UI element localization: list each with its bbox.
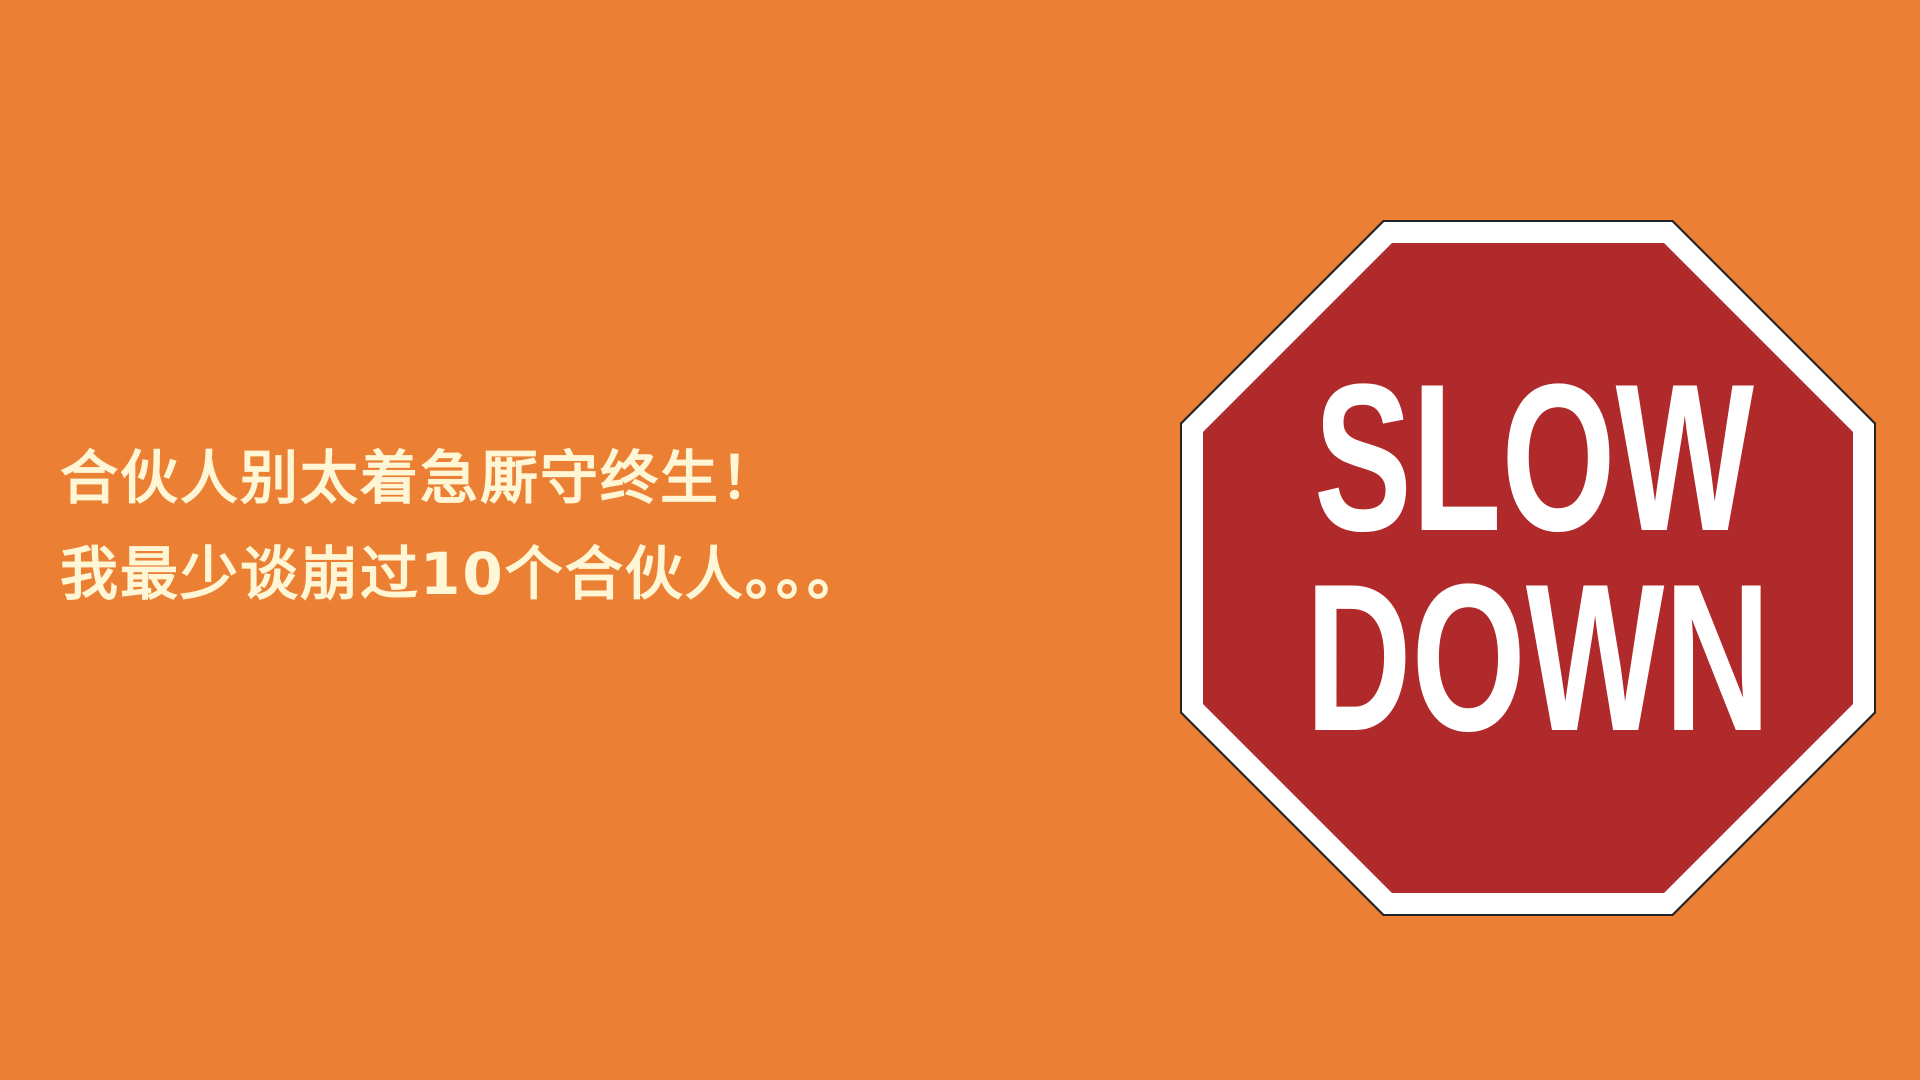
slow-down-sign: SLOW DOWN <box>1178 218 1878 918</box>
headline-line-2: 我最少谈崩过10个合伙人。。。 <box>60 540 867 608</box>
sign-red-face <box>1203 243 1853 893</box>
slow-down-sign-graphic: SLOW DOWN <box>1180 220 1876 916</box>
headline-text: 合伙人别太着急厮守终生！ 我最少谈崩过10个合伙人。。。 <box>60 430 1140 622</box>
headline-line-1: 合伙人别太着急厮守终生！ <box>60 444 781 512</box>
sign-text-slow: SLOW <box>1314 340 1754 575</box>
sign-text-down: DOWN <box>1306 540 1771 775</box>
